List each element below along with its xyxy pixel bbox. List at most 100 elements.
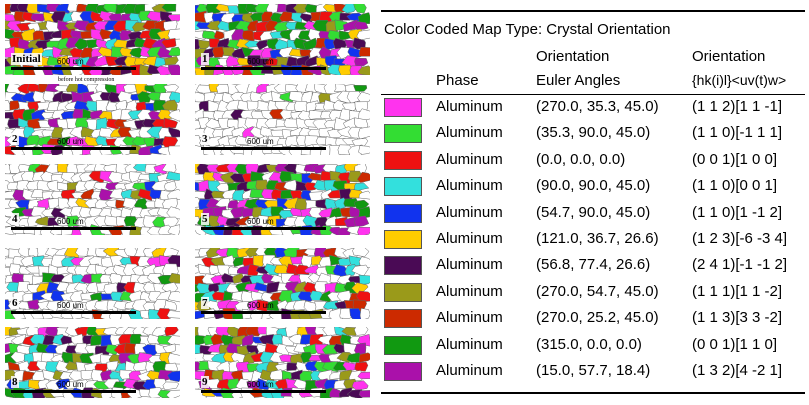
grain-map-image xyxy=(195,4,370,75)
grain xyxy=(353,4,367,14)
grain-map-image xyxy=(195,84,370,155)
grain xyxy=(255,39,270,51)
grain xyxy=(30,109,47,121)
scale-bar xyxy=(11,67,136,70)
map-label: 4 xyxy=(11,213,19,225)
orientation-cell: (1 1 3)[3 3 -2] xyxy=(692,309,783,327)
grain xyxy=(167,46,180,57)
grain xyxy=(357,12,370,24)
phase-cell: Aluminum xyxy=(436,150,503,168)
legend-title: Color Coded Map Type: Crystal Orientatio… xyxy=(384,21,671,38)
grain xyxy=(357,171,370,183)
orientation-cell: (1 2 3)[-6 -3 4] xyxy=(692,230,788,247)
grain xyxy=(32,290,48,302)
grain xyxy=(163,300,177,311)
legend-row: Aluminum (270.0, 35.3, 45.0) (1 1 2)[1 1 -… xyxy=(381,96,805,118)
map-caption: before hot compression xyxy=(58,77,115,83)
grain xyxy=(358,390,370,398)
grain xyxy=(167,28,180,40)
scale-bar-label: 600 um xyxy=(247,57,274,66)
orientation-cell: (0 0 1)[1 0 0] xyxy=(692,150,778,168)
grain xyxy=(354,215,370,228)
grain xyxy=(167,352,180,365)
grain xyxy=(354,57,369,68)
grain xyxy=(358,108,370,122)
header-euler-top: Orientation xyxy=(536,48,610,65)
orientation-cell: (1 1 1)[1 1 -2] xyxy=(692,282,783,300)
grain-map-image xyxy=(5,84,180,155)
grain xyxy=(358,145,370,155)
grain xyxy=(27,84,40,92)
grain xyxy=(358,190,370,200)
grain xyxy=(119,29,135,41)
legend-row: Aluminum (270.0, 25.2, 45.0) (1 1 3)[3 3 -… xyxy=(381,307,805,329)
grain-map-image xyxy=(195,164,370,235)
grain-map-image xyxy=(5,164,180,235)
euler-angles-cell: (270.0, 35.3, 45.0) xyxy=(536,98,659,115)
grain xyxy=(208,282,221,295)
grain xyxy=(352,248,370,257)
grain xyxy=(297,291,315,302)
grain xyxy=(356,290,370,303)
euler-angles-cell: (15.0, 57.7, 18.4) xyxy=(536,362,651,379)
grain xyxy=(358,256,370,268)
grain xyxy=(354,327,369,336)
ebsd-map-8: 600 um 8 xyxy=(5,327,180,398)
scale-bar-label: 600 um xyxy=(57,217,84,226)
scale-bar xyxy=(201,147,326,150)
grain xyxy=(341,4,357,14)
grain xyxy=(357,226,370,235)
phase-cell: Aluminum xyxy=(436,335,503,353)
grain xyxy=(351,380,369,391)
grain xyxy=(205,248,221,259)
ebsd-map-initial: 600 um Initial xyxy=(5,4,180,75)
ebsd-map-7: 600 um 7 xyxy=(195,248,370,319)
grain xyxy=(109,188,125,200)
grain xyxy=(168,272,180,284)
grain xyxy=(162,263,179,276)
grain xyxy=(302,343,319,356)
phase-cell: Aluminum xyxy=(436,230,503,247)
color-swatch xyxy=(384,203,422,223)
grain xyxy=(36,120,51,129)
orientation-cell: (1 3 2)[4 -2 1] xyxy=(692,362,783,379)
color-swatch xyxy=(384,309,422,329)
grain xyxy=(349,308,364,319)
euler-angles-cell: (315.0, 0.0, 0.0) xyxy=(536,335,642,353)
grain xyxy=(292,299,309,311)
euler-angles-cell: (270.0, 54.7, 45.0) xyxy=(536,282,659,300)
orientation-cell: (2 4 1)[-1 -1 2] xyxy=(692,256,788,274)
scale-bar xyxy=(11,311,136,314)
grain xyxy=(357,371,370,380)
grain xyxy=(166,310,180,319)
header-phase: Phase xyxy=(436,72,479,89)
grain xyxy=(329,207,342,219)
scale-bar xyxy=(11,147,136,150)
grain-map-image xyxy=(5,327,180,398)
grain xyxy=(123,84,138,94)
grain xyxy=(284,135,298,147)
header-euler-bottom: Euler Angles xyxy=(536,72,621,89)
map-label: Initial xyxy=(11,53,42,65)
map-label: 8 xyxy=(11,376,19,388)
legend-row: Aluminum (121.0, 36.7, 26.6) (1 2 3)[-6 -3… xyxy=(381,228,805,250)
grain xyxy=(9,100,21,111)
grain xyxy=(69,290,84,303)
scale-bar-label: 600 um xyxy=(57,380,84,389)
grain xyxy=(169,91,180,103)
grain xyxy=(168,64,180,75)
grain xyxy=(6,20,24,32)
grain xyxy=(314,281,328,294)
grain xyxy=(354,361,369,372)
color-swatch xyxy=(384,230,422,249)
grain xyxy=(57,197,70,211)
map-label: 3 xyxy=(201,133,209,145)
orientation-cell: (1 1 0)[1 -1 2] xyxy=(692,203,783,221)
grain xyxy=(144,164,157,174)
legend-row: Aluminum (315.0, 0.0, 0.0) (0 0 1)[1 1 0] xyxy=(381,334,805,356)
grain xyxy=(242,351,258,365)
legend-row: Aluminum (0.0, 0.0, 0.0) (0 0 1)[1 0 0] xyxy=(381,149,805,171)
grain xyxy=(163,180,177,191)
grain xyxy=(343,198,359,208)
map-label: 7 xyxy=(201,297,209,309)
